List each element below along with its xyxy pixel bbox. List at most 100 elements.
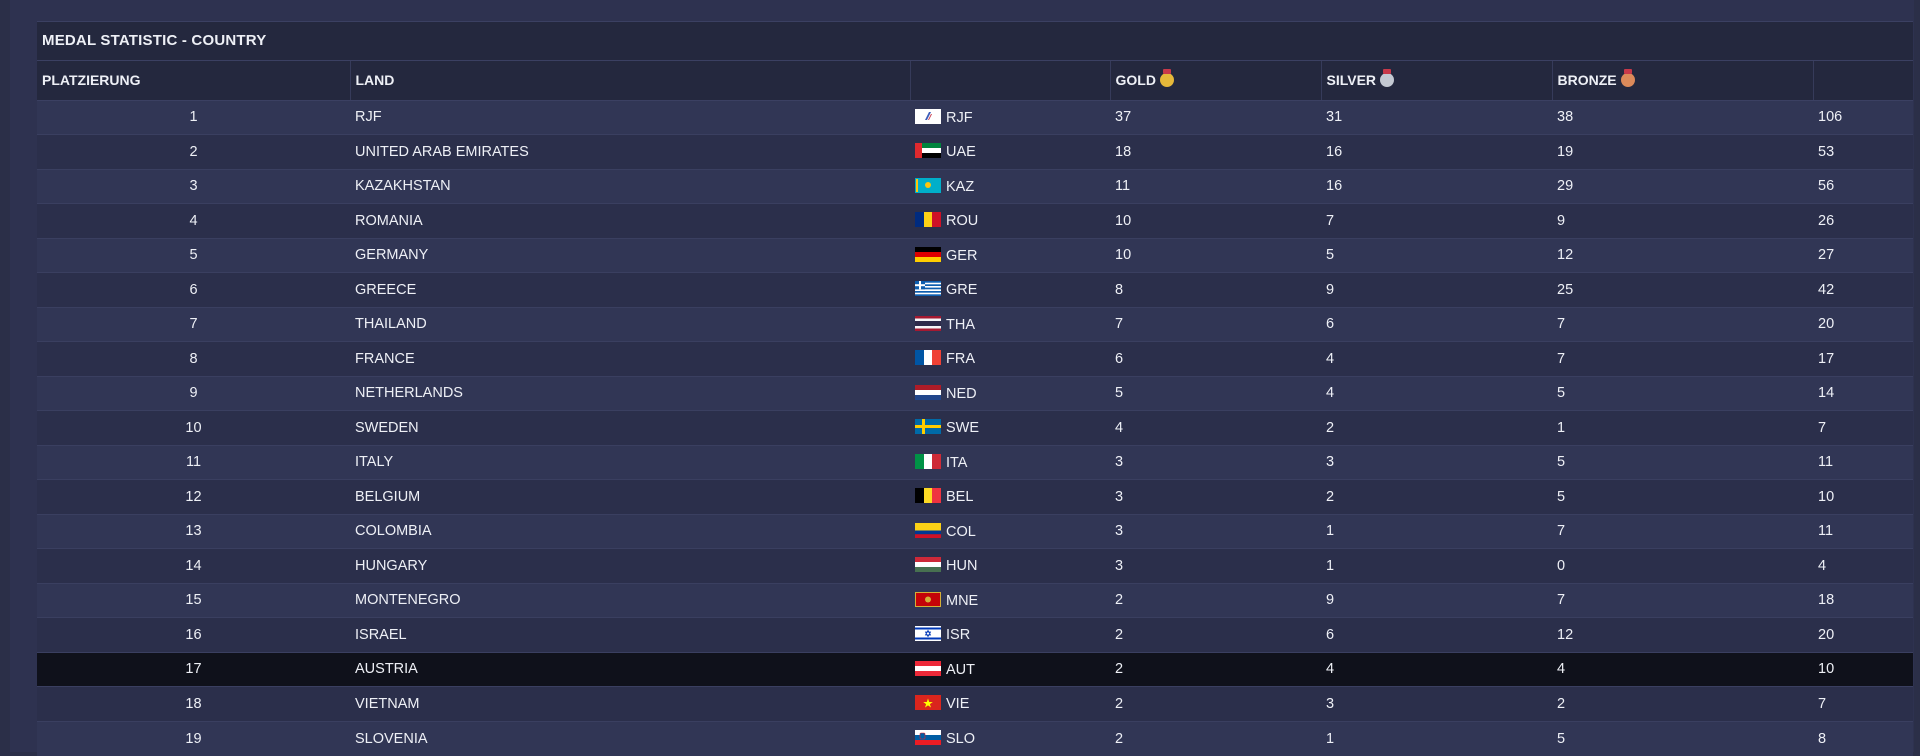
rank-cell: 18 — [37, 686, 350, 721]
rank-cell: 2 — [37, 134, 350, 169]
table-row[interactable]: 15 MONTENEGRO MNE 2 9 7 18 — [37, 582, 1913, 618]
country-name-cell[interactable]: FRANCE — [350, 341, 910, 376]
country-name-cell[interactable]: SWEDEN — [350, 410, 910, 445]
country-name-cell[interactable]: ROMANIA — [350, 203, 910, 238]
country-name-cell[interactable]: AUSTRIA — [350, 651, 910, 687]
country-name-cell[interactable]: UNITED ARAB EMIRATES — [350, 134, 910, 169]
country-code-cell: FRA — [910, 341, 1110, 376]
bronze-count-cell: 19 — [1552, 134, 1813, 169]
country-name-cell[interactable]: SLOVENIA — [350, 720, 910, 756]
bronze-count-cell: 2 — [1552, 686, 1813, 721]
table-row[interactable]: 1 RJF RJF 37 31 38 106 — [37, 99, 1913, 135]
country-code: KAZ — [946, 178, 975, 195]
table-row[interactable]: 18 VIETNAM VIE 2 3 2 7 — [37, 686, 1913, 721]
rank-cell: 6 — [37, 272, 350, 307]
mne-flag-icon — [915, 591, 941, 607]
country-name-cell[interactable]: HUNGARY — [350, 548, 910, 583]
country-code-cell: HUN — [910, 548, 1110, 583]
gold-medal-icon — [1159, 69, 1174, 88]
total-count-cell: 7 — [1813, 686, 1913, 721]
gold-count-cell: 7 — [1110, 306, 1321, 342]
ita-flag-icon — [915, 453, 941, 469]
table-row[interactable]: 14 HUNGARY HUN 3 1 0 4 — [37, 548, 1913, 583]
table-row[interactable]: 11 ITALY ITA 3 3 5 11 — [37, 444, 1913, 480]
table-row[interactable]: 17 AUSTRIA AUT 2 4 4 10 — [37, 651, 1913, 687]
table-row[interactable]: 9 NETHERLANDS NED 5 4 5 14 — [37, 375, 1913, 411]
bronze-count-cell: 4 — [1552, 651, 1813, 687]
country-code-cell: SLO — [910, 720, 1110, 756]
ger-flag-icon — [915, 246, 941, 262]
country-name-cell[interactable]: COLOMBIA — [350, 513, 910, 549]
country-name-cell[interactable]: ISRAEL — [350, 617, 910, 652]
rank-cell: 15 — [37, 582, 350, 618]
table-row[interactable]: 19 SLOVENIA SLO 2 1 5 8 — [37, 720, 1913, 756]
header-bronze[interactable]: BRONZE — [1551, 61, 1813, 101]
country-name-cell[interactable]: MONTENEGRO — [350, 582, 910, 618]
bronze-count-cell: 12 — [1552, 617, 1813, 652]
total-count-cell: 11 — [1813, 444, 1913, 480]
header-rank[interactable]: PLATZIERUNG — [37, 61, 350, 101]
gre-flag-icon — [915, 281, 941, 297]
country-code: SWE — [946, 420, 980, 437]
table-row[interactable]: 13 COLOMBIA COL 3 1 7 11 — [37, 513, 1913, 549]
country-name-cell[interactable]: KAZAKHSTAN — [350, 168, 910, 204]
header-country[interactable]: LAND — [349, 61, 910, 101]
panel-title: MEDAL STATISTIC - COUNTRY — [37, 22, 1913, 61]
table-row[interactable]: 4 ROMANIA ROU 10 7 9 26 — [37, 203, 1913, 238]
country-name-cell[interactable]: ITALY — [350, 444, 910, 480]
total-count-cell: 27 — [1813, 237, 1913, 273]
gold-count-cell: 5 — [1110, 375, 1321, 411]
gold-count-cell: 37 — [1110, 99, 1321, 135]
total-count-cell: 4 — [1813, 548, 1913, 583]
rank-cell: 8 — [37, 341, 350, 376]
silver-count-cell: 1 — [1321, 513, 1552, 549]
medal-statistic-panel: MEDAL STATISTIC - COUNTRY PLATZIERUNG LA… — [37, 21, 1913, 756]
rank-cell: 11 — [37, 444, 350, 480]
bronze-count-cell: 5 — [1552, 444, 1813, 480]
bronze-count-cell: 5 — [1552, 375, 1813, 411]
country-name-cell[interactable]: VIETNAM — [350, 686, 910, 721]
country-code-cell: UAE — [910, 134, 1110, 169]
country-code-cell: RJF — [910, 99, 1110, 135]
header-silver[interactable]: SILVER — [1320, 61, 1552, 101]
total-count-cell: 56 — [1813, 168, 1913, 204]
page-frame: MEDAL STATISTIC - COUNTRY PLATZIERUNG LA… — [10, 0, 1914, 756]
header-gold[interactable]: GOLD — [1109, 61, 1321, 101]
country-code-cell: GRE — [910, 272, 1110, 307]
country-name-cell[interactable]: RJF — [350, 99, 910, 135]
total-count-cell: 7 — [1813, 410, 1913, 445]
silver-count-cell: 3 — [1321, 686, 1552, 721]
rank-cell: 9 — [37, 375, 350, 411]
rank-cell: 3 — [37, 168, 350, 204]
silver-count-cell: 3 — [1321, 444, 1552, 480]
table-row[interactable]: 6 GREECE GRE 8 9 25 42 — [37, 272, 1913, 307]
slo-flag-icon — [915, 730, 941, 745]
total-count-cell: 14 — [1813, 375, 1913, 411]
country-code-cell: SWE — [910, 410, 1110, 445]
header-total — [1812, 61, 1913, 101]
country-name-cell[interactable]: GREECE — [350, 272, 910, 307]
country-name-cell[interactable]: BELGIUM — [350, 479, 910, 514]
country-code-cell: COL — [910, 513, 1110, 549]
table-row[interactable]: 10 SWEDEN SWE 4 2 1 7 — [37, 410, 1913, 445]
bronze-medal-icon — [1620, 69, 1635, 88]
total-count-cell: 17 — [1813, 341, 1913, 376]
uae-flag-icon — [915, 143, 941, 159]
table-row[interactable]: 7 THAILAND THA 7 6 7 20 — [37, 306, 1913, 342]
country-name-cell[interactable]: NETHERLANDS — [350, 375, 910, 411]
country-code: SLO — [946, 731, 976, 747]
country-name-cell[interactable]: THAILAND — [350, 306, 910, 342]
country-code-cell: BEL — [910, 479, 1110, 514]
country-name-cell[interactable]: GERMANY — [350, 237, 910, 273]
country-code: ISR — [946, 627, 971, 644]
table-row[interactable]: 2 UNITED ARAB EMIRATES UAE 18 16 19 53 — [37, 134, 1913, 169]
table-row[interactable]: 16 ISRAEL ISR 2 6 12 20 — [37, 617, 1913, 652]
table-row[interactable]: 12 BELGIUM BEL 3 2 5 10 — [37, 479, 1913, 514]
rank-cell: 17 — [37, 651, 350, 687]
gold-count-cell: 2 — [1110, 651, 1321, 687]
country-code-cell: ITA — [910, 444, 1110, 480]
table-row[interactable]: 3 KAZAKHSTAN KAZ 11 16 29 56 — [37, 168, 1913, 204]
country-code-cell: MNE — [910, 582, 1110, 618]
table-row[interactable]: 8 FRANCE FRA 6 4 7 17 — [37, 341, 1913, 376]
table-row[interactable]: 5 GERMANY GER 10 5 12 27 — [37, 237, 1913, 273]
